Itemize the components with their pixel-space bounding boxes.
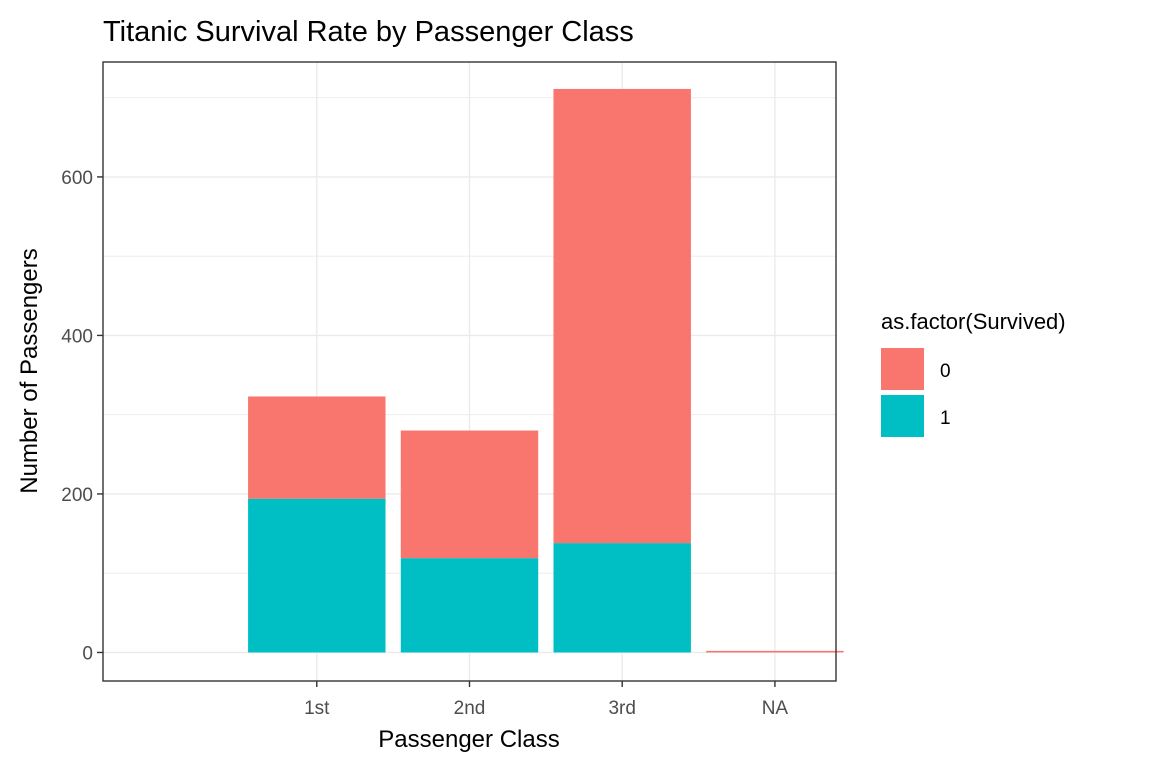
y-tick-label: 0 — [82, 643, 93, 664]
bar-2nd-survived-0 — [400, 430, 539, 559]
bar-NA-survived-0 — [706, 650, 844, 653]
bar-2nd-survived-1 — [400, 558, 539, 653]
chart-title: Titanic Survival Rate by Passenger Class — [103, 16, 634, 48]
y-tick-label: 400 — [61, 326, 93, 347]
x-tick-label: NA — [762, 698, 789, 719]
y-axis: 0 200 400 600 — [61, 168, 103, 664]
plot-panel — [102, 61, 844, 682]
x-axis-title: Passenger Class — [378, 726, 559, 753]
bar-1st-survived-1 — [248, 498, 386, 653]
legend-label: 0 — [940, 361, 951, 382]
legend-items: 01 — [881, 348, 951, 437]
bar-1st-survived-0 — [248, 396, 386, 499]
y-axis-title: Number of Passengers — [16, 248, 43, 493]
legend-key-1 — [881, 395, 924, 437]
y-tick-label: 600 — [61, 168, 93, 189]
bars — [248, 88, 844, 653]
y-tick-label: 200 — [61, 485, 93, 506]
bar-3rd-survived-1 — [553, 543, 691, 653]
legend: as.factor(Survived) 01 — [881, 309, 1066, 437]
x-tick-label: 2nd — [454, 698, 486, 719]
x-tick-label: 1st — [304, 698, 330, 719]
x-tick-label: 3rd — [608, 698, 635, 719]
bar-3rd-survived-0 — [553, 88, 691, 544]
legend-title: as.factor(Survived) — [881, 309, 1066, 334]
x-axis: 1st 2nd 3rd NA — [304, 681, 788, 719]
legend-key-0 — [881, 348, 924, 390]
legend-label: 1 — [940, 408, 951, 429]
